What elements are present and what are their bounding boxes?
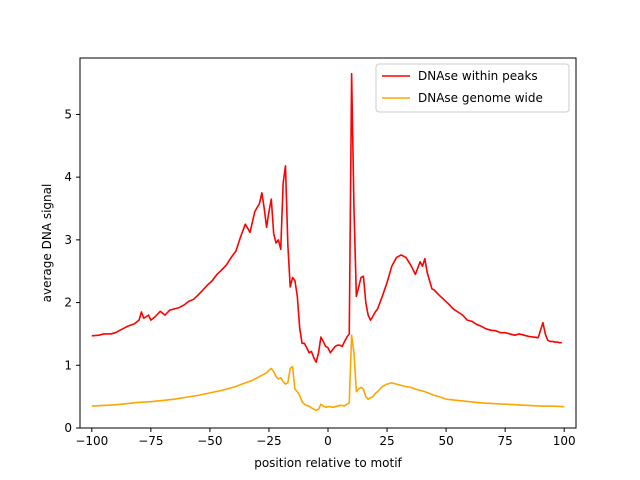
plot-area: [80, 58, 576, 428]
x-tick-label: −100: [75, 434, 108, 448]
series-line-within-peaks: [91, 72, 562, 363]
x-axis-label: position relative to motif: [254, 456, 402, 470]
y-tick-label: 4: [64, 170, 72, 184]
x-tick-label: −75: [138, 434, 163, 448]
x-tick-label: 50: [438, 434, 453, 448]
legend-box: [375, 63, 570, 113]
series-layer: [91, 72, 565, 412]
legend: DNAse within peaks DNAse genome wide: [375, 63, 570, 113]
legend-label: DNAse within peaks: [418, 69, 538, 83]
x-tick-label: −50: [197, 434, 222, 448]
series-line-genome-wide: [91, 334, 565, 412]
x-tick-label: 0: [324, 434, 332, 448]
x-tick-label: 25: [379, 434, 394, 448]
x-axis: −100 −75 −50 −25 0 25 50 75 100: [75, 428, 576, 448]
y-axis: 0 1 2 3 4 5: [64, 107, 80, 435]
y-axis-label: average DNA signal: [40, 184, 54, 303]
x-tick-label: 100: [553, 434, 576, 448]
y-tick-label: 5: [64, 107, 72, 121]
y-tick-label: 3: [64, 233, 72, 247]
x-tick-label: −25: [256, 434, 281, 448]
legend-label: DNAse genome wide: [418, 91, 543, 105]
x-tick-label: 75: [498, 434, 513, 448]
y-tick-label: 1: [64, 358, 72, 372]
y-tick-label: 0: [64, 421, 72, 435]
y-tick-label: 2: [64, 296, 72, 310]
